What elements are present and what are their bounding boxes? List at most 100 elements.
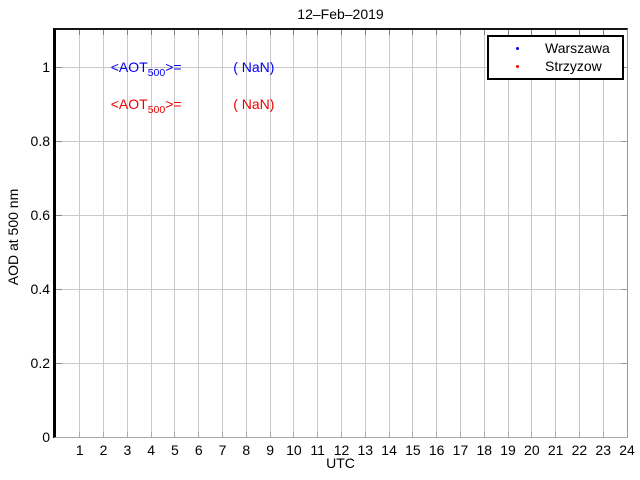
x-tick-label: 16 (428, 442, 445, 458)
x-tick-label: 5 (171, 442, 179, 458)
x-tick-mark-bottom (459, 432, 461, 437)
x-tick-mark-bottom (269, 432, 271, 437)
annotation-prefix: <AOT (110, 59, 148, 75)
y-tick-label: 0.2 (30, 355, 50, 371)
x-tick-label: 12 (333, 442, 350, 458)
x-tick-label: 17 (452, 442, 469, 458)
y-tick-label: 1 (42, 59, 50, 75)
x-tick-mark-bottom (79, 432, 81, 437)
grid-line-vertical (317, 30, 319, 437)
grid-line-vertical (531, 30, 533, 437)
grid-line-vertical (150, 30, 152, 437)
y-tick-label: 0.8 (30, 133, 50, 149)
x-tick-label: 24 (619, 442, 635, 458)
x-tick-mark-bottom (412, 432, 414, 437)
x-tick-label: 18 (476, 442, 493, 458)
x-tick-mark-top (103, 30, 105, 35)
y-tick-mark-left (56, 141, 62, 142)
annotation-subscript: 500 (147, 67, 166, 79)
x-tick-mark-bottom (222, 432, 224, 437)
y-tick-mark-right (621, 289, 627, 290)
x-tick-label: 23 (595, 442, 611, 458)
x-tick-mark-top (483, 30, 485, 35)
grid-line-vertical (245, 30, 247, 437)
x-tick-mark-top (507, 30, 509, 35)
x-tick-mark-bottom (198, 432, 200, 437)
grid-line-vertical (578, 30, 580, 437)
x-tick-mark-top (269, 30, 271, 35)
legend-item-label: Strzyzow (545, 58, 602, 74)
x-tick-mark-bottom (602, 432, 604, 437)
grid-line-horizontal (56, 289, 627, 290)
x-tick-label: 14 (381, 442, 397, 458)
y-tick-mark-left (56, 67, 62, 68)
x-tick-mark-top (126, 30, 128, 35)
x-axis-label: UTC (326, 455, 355, 471)
grid-line-vertical (293, 30, 295, 437)
x-tick-mark-top (341, 30, 342, 35)
x-tick-mark-top (578, 30, 580, 35)
x-tick-mark-bottom (555, 432, 557, 437)
grid-line-vertical (412, 30, 414, 437)
x-tick-mark-bottom (126, 432, 128, 437)
x-tick-mark-top (459, 30, 461, 35)
x-tick-mark-top (436, 30, 438, 35)
x-tick-mark-top (150, 30, 152, 35)
grid-line-vertical (483, 30, 485, 437)
x-tick-label: 1 (75, 442, 84, 458)
x-tick-mark-bottom (436, 432, 438, 437)
annotation-subscript: 500 (147, 104, 166, 116)
x-tick-mark-bottom (388, 432, 390, 437)
y-tick-mark-right (621, 363, 627, 364)
x-tick-label: 8 (242, 442, 251, 458)
legend-marker-cell (489, 46, 545, 50)
x-tick-label: 4 (147, 442, 156, 458)
x-tick-mark-bottom (317, 432, 319, 437)
grid-line-vertical (555, 30, 557, 437)
y-tick-mark-right (621, 141, 627, 142)
x-tick-mark-top (388, 30, 390, 35)
x-tick-label: 22 (571, 442, 588, 458)
x-tick-mark-top (602, 30, 604, 35)
x-tick-mark-bottom (531, 432, 533, 437)
x-tick-mark-top (222, 30, 224, 35)
grid-line-horizontal (56, 363, 627, 364)
x-tick-label: 2 (99, 442, 108, 458)
x-tick-mark-bottom (245, 432, 247, 437)
x-tick-mark-top (198, 30, 200, 35)
x-tick-label: 13 (357, 442, 374, 458)
legend: Warszawa Strzyzow (487, 35, 624, 80)
x-tick-mark-bottom (341, 432, 342, 437)
y-tick-mark-left (56, 363, 62, 364)
x-tick-mark-top (317, 30, 319, 35)
x-tick-label: 20 (524, 442, 540, 458)
legend-marker-dot (515, 64, 519, 68)
y-tick-label: 0.6 (30, 207, 50, 223)
x-tick-label: 10 (286, 442, 302, 458)
grid-line-vertical (459, 30, 461, 437)
x-tick-label: 9 (266, 442, 275, 458)
grid-line-vertical (436, 30, 438, 437)
aot-mean-annotation: <AOT500>= ( NaN) (111, 95, 275, 116)
x-tick-mark-top (412, 30, 414, 35)
legend-item-label: Warszawa (545, 40, 610, 56)
annotation-value: ( NaN) (233, 96, 275, 112)
x-tick-label: 15 (405, 442, 421, 458)
x-tick-mark-bottom (103, 432, 105, 437)
legend-marker-dot (515, 46, 519, 50)
grid-line-horizontal (56, 141, 627, 142)
legend-item: Warszawa (489, 39, 622, 57)
legend-item: Strzyzow (489, 57, 622, 75)
x-tick-mark-top (174, 30, 176, 35)
grid-line-vertical (103, 30, 105, 437)
grid-line-vertical (388, 30, 390, 437)
annotation-suffix: >= (165, 96, 182, 112)
x-tick-mark-bottom (364, 432, 366, 437)
y-tick-mark-left (56, 289, 62, 290)
x-tick-label: 3 (123, 442, 132, 458)
x-tick-mark-top (245, 30, 247, 35)
x-tick-mark-bottom (293, 432, 295, 437)
x-tick-mark-bottom (507, 432, 509, 437)
plot-title: 12–Feb–2019 (297, 6, 384, 22)
grid-line-vertical (222, 30, 224, 437)
